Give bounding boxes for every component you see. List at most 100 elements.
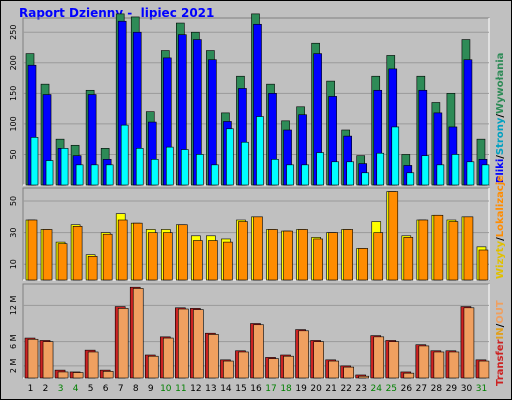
bar-transfer-out — [223, 360, 234, 379]
bar-strony — [391, 126, 400, 186]
bar-lokalizacje — [253, 216, 263, 281]
bar-strony — [30, 137, 39, 186]
bar-strony — [406, 172, 415, 186]
bar-strony — [331, 161, 339, 186]
bar-transfer-out — [433, 351, 445, 379]
bar-strony — [271, 159, 279, 186]
bar-transfer-out — [373, 336, 385, 379]
y-tick-label: 250 — [9, 25, 18, 40]
bar-transfer-out — [388, 341, 400, 379]
bar-strony — [241, 141, 249, 186]
bar-lokalizacje — [268, 229, 278, 281]
bar-lokalizacje — [208, 240, 218, 281]
x-tick-label: 23 — [355, 384, 366, 394]
bar-lokalizacje — [27, 219, 38, 281]
legend-strony: Strony — [495, 117, 506, 155]
bar-lokalizacje — [358, 248, 369, 281]
x-tick-label: 27 — [416, 384, 427, 394]
bar-lokalizacje — [193, 240, 203, 281]
bar-strony — [196, 154, 204, 186]
legend-visits: Wizyty/Lokalizacje — [495, 175, 506, 279]
y-tick-label: 100 — [9, 116, 18, 131]
x-tick-label: 13 — [205, 384, 216, 394]
bar-strony — [150, 159, 159, 186]
x-tick-label: 7 — [118, 384, 124, 394]
y-tick-label: 200 — [9, 55, 18, 70]
bar-transfer-out — [328, 360, 339, 379]
legend-transfer: Transfer — [495, 339, 506, 386]
bar-lokalizacje — [117, 219, 128, 281]
bar-lokalizacje — [433, 214, 444, 281]
bar-strony — [421, 155, 430, 186]
x-tick-label: 12 — [190, 384, 201, 394]
legend-sep: / — [495, 323, 506, 327]
y-tick-label: 50 — [9, 149, 18, 159]
legend-sep2: / — [495, 114, 506, 118]
x-tick-label: 18 — [280, 384, 292, 394]
bar-transfer-out — [208, 334, 219, 379]
bar-strony — [301, 164, 309, 186]
x-tick-label: 24 — [371, 384, 383, 394]
bar-lokalizacje — [223, 241, 233, 281]
bar-transfer-out — [478, 360, 490, 379]
x-tick-label: 10 — [160, 384, 172, 394]
x-tick-label: 31 — [476, 384, 487, 394]
bar-transfer-out — [193, 309, 204, 379]
legend-wywolania: Wywołania — [495, 53, 506, 114]
bar-strony — [45, 160, 54, 186]
x-tick-label: 25 — [386, 384, 397, 394]
x-tick-label: 22 — [340, 384, 351, 394]
bar-transfer-out — [283, 355, 294, 379]
bar-transfer-out — [343, 366, 354, 379]
bar-strony — [120, 124, 129, 186]
bar-lokalizacje — [463, 216, 474, 281]
legend-requests: Pliki/Strony/Wywołania — [495, 53, 506, 183]
legend-sep1: / — [495, 237, 506, 241]
bar-strony — [286, 164, 294, 186]
x-tick-label: 29 — [446, 384, 458, 394]
bar-lokalizacje — [388, 191, 399, 281]
x-tick-label: 17 — [265, 384, 276, 394]
x-tick-label: 5 — [88, 384, 94, 394]
bar-strony — [181, 149, 189, 186]
bar-lokalizacje — [132, 222, 143, 281]
bar-strony — [361, 172, 370, 186]
x-tick-label: 20 — [310, 384, 322, 394]
bar-transfer-out — [57, 371, 69, 379]
y-tick-label: 2 M — [9, 359, 18, 374]
bar-transfer-out — [463, 307, 475, 379]
bar-strony — [256, 116, 264, 186]
bar-strony — [346, 161, 354, 186]
bar-transfer-out — [72, 372, 84, 379]
bar-lokalizacje — [178, 224, 188, 281]
x-tick-label: 16 — [250, 384, 262, 394]
bar-lokalizacje — [42, 229, 53, 281]
legend-sep1: / — [495, 155, 506, 159]
x-tick-label: 14 — [220, 384, 232, 394]
bar-transfer-out — [298, 330, 309, 379]
bar-lokalizacje — [298, 229, 308, 281]
bar-lokalizacje — [147, 232, 158, 281]
bar-transfer-out — [178, 308, 189, 379]
bar-transfer-out — [132, 288, 144, 379]
x-tick-label: 28 — [431, 384, 443, 394]
bar-transfer-out — [102, 371, 114, 379]
bar-strony — [60, 148, 69, 186]
x-tick-label: 2 — [43, 384, 49, 394]
legend-lokalizacje: Lokalizacje — [495, 175, 506, 237]
bar-strony — [436, 164, 445, 186]
x-tick-label: 15 — [235, 384, 246, 394]
bar-lokalizacje — [72, 226, 83, 281]
bar-transfer-out — [117, 308, 129, 379]
x-tick-label: 11 — [175, 384, 186, 394]
x-tick-label: 30 — [461, 384, 473, 394]
bar-lokalizacje — [313, 238, 323, 281]
bar-strony — [165, 146, 174, 186]
y-tick-label: 6 M — [9, 334, 18, 349]
bar-transfer-out — [418, 345, 430, 379]
bar-transfer-out — [268, 358, 279, 379]
legend-transfer: TransferIN/OUT — [495, 300, 506, 386]
bar-transfer-out — [253, 324, 264, 379]
